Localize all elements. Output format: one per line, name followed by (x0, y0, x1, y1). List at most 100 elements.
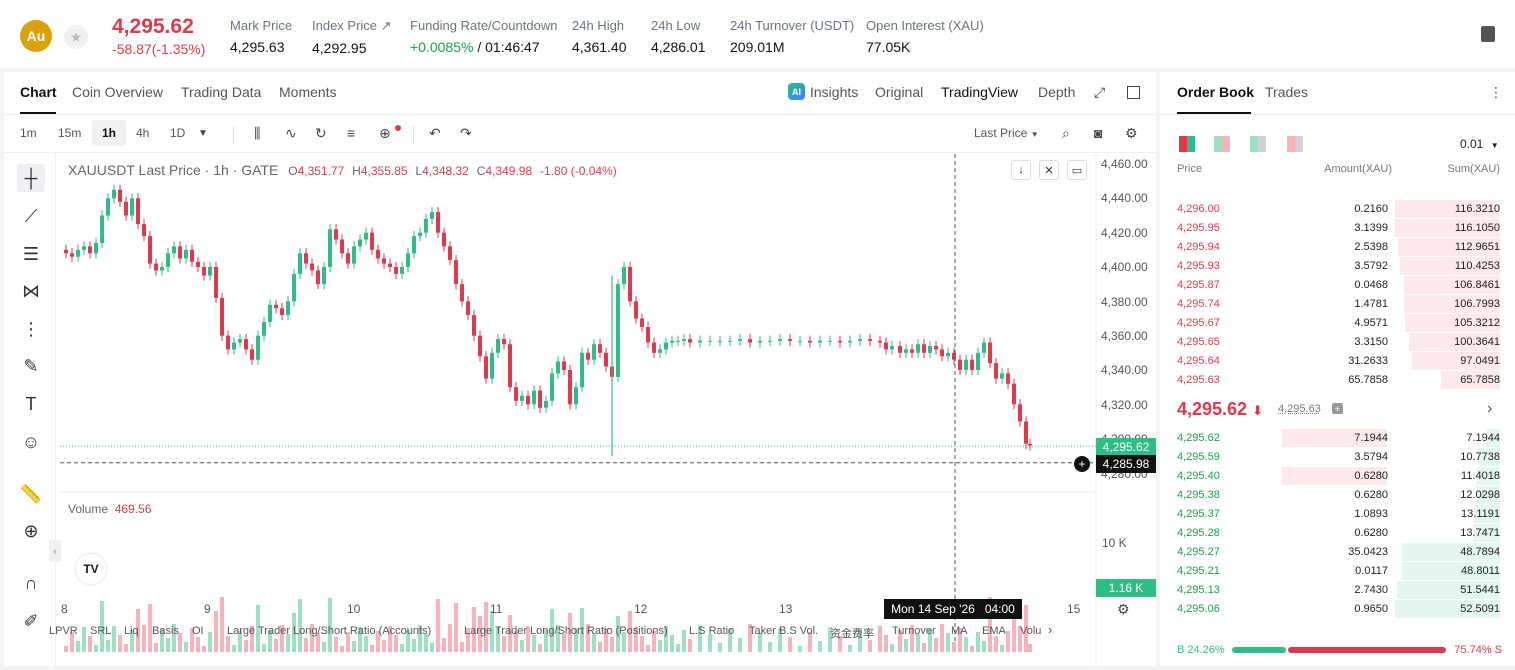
date-axis-label: 13 (779, 602, 793, 616)
crosshair-icon[interactable]: ┼ (17, 164, 45, 192)
indicator-tab[interactable]: SRL (90, 625, 112, 637)
maximize-icon[interactable]: ▭ (1067, 160, 1087, 180)
bid-amount: 0.6280 (1354, 489, 1388, 501)
tab-trading-data[interactable]: Trading Data (181, 84, 262, 100)
more-icon[interactable]: ⋮ (1489, 84, 1503, 100)
undo-icon[interactable]: ↶ (429, 125, 441, 141)
price-chart[interactable] (60, 154, 1154, 666)
bid-row[interactable]: 4,295.21 0.0117 48.8011 (1160, 562, 1515, 581)
ask-row[interactable]: 4,295.74 1.4781 106.7993 (1160, 295, 1515, 314)
indicator-tab[interactable]: Large Trader Long/Short Ratio (Accounts) (227, 625, 432, 637)
add-icon[interactable]: ⊕ (379, 125, 391, 141)
ask-row[interactable]: 4,295.63 65.7858 65.7858 (1160, 371, 1515, 390)
chevron-right-icon[interactable]: › (1487, 400, 1493, 417)
tab-insights[interactable]: Insights (810, 84, 859, 100)
tab-moments[interactable]: Moments (279, 84, 337, 100)
toolbar-divider (4, 152, 1156, 153)
magnet-icon[interactable]: ∩ (24, 572, 38, 593)
expand-icon[interactable]: ⤢ (1094, 84, 1106, 100)
trendline-icon[interactable]: ⟋ (24, 205, 38, 226)
timeframe-15m[interactable]: 15m (58, 126, 82, 140)
brush-icon[interactable]: ✎ (23, 355, 39, 376)
stat-index-price[interactable]: Index Price ↗ 4,292.95 (312, 18, 392, 56)
bid-amount: 7.1944 (1354, 432, 1388, 444)
timeframe-1h[interactable]: 1h (102, 126, 117, 140)
tick-size-select[interactable]: 0.01 ▼ (1460, 137, 1499, 151)
tab-order-book[interactable]: Order Book (1177, 84, 1255, 100)
bid-row[interactable]: 4,295.13 2.7430 51.5441 (1160, 581, 1515, 600)
add-alert-icon[interactable]: + (1074, 456, 1090, 472)
ruler-icon[interactable]: 📏 (19, 483, 43, 504)
window-icon[interactable] (1127, 86, 1140, 99)
indicator-tab[interactable]: OI (192, 625, 204, 637)
volume-tag: 1.16 K (1096, 579, 1156, 597)
collapse-toolbar-icon[interactable]: ‹ (49, 540, 61, 562)
ask-row[interactable]: 4,295.64 31.2633 97.0491 (1160, 352, 1515, 371)
ask-row[interactable]: 4,295.95 3.1399 116.1050 (1160, 219, 1515, 238)
redo-icon[interactable]: ↷ (460, 125, 472, 141)
text-icon[interactable]: T (25, 393, 37, 414)
ask-row[interactable]: 4,295.94 2.5398 112.9651 (1160, 238, 1515, 257)
bid-price: 4,295.59 (1177, 451, 1220, 463)
indicator-tab[interactable]: Turnover (892, 625, 936, 637)
bid-row[interactable]: 4,295.37 1.0893 13.1191 (1160, 505, 1515, 524)
bid-row[interactable]: 4,295.62 7.1944 7.1944 (1160, 429, 1515, 448)
view-alt-icon[interactable] (1287, 136, 1303, 152)
view-buy-icon[interactable] (1214, 136, 1230, 152)
indicators-icon[interactable]: ∿ (285, 125, 297, 141)
ask-row[interactable]: 4,296.00 0.2160 116.3210 (1160, 200, 1515, 219)
timeframe-1d[interactable]: 1D (170, 126, 186, 140)
templates-icon[interactable]: ≡ (347, 125, 356, 141)
timeframe-4h[interactable]: 4h (136, 126, 150, 140)
tab-depth[interactable]: Depth (1038, 84, 1076, 100)
tab-original[interactable]: Original (875, 84, 924, 100)
search-icon[interactable]: ⌕ (1062, 125, 1070, 141)
indicator-tab[interactable]: Liq (124, 625, 139, 637)
emoji-icon[interactable]: ☺ (21, 431, 41, 452)
gear-icon[interactable]: ⚙ (1125, 125, 1138, 141)
indicator-tab[interactable]: LPVR (49, 625, 78, 637)
indicator-tab[interactable]: L.S Ratio (689, 625, 735, 637)
bid-row[interactable]: 4,295.38 0.6280 12.0298 (1160, 486, 1515, 505)
view-both-icon[interactable] (1179, 136, 1195, 152)
axis-settings-icon[interactable]: ⚙ (1117, 601, 1130, 617)
candles-icon[interactable]: ⫼ (254, 125, 261, 141)
indicator-tab[interactable]: MA (951, 625, 968, 637)
camera-icon[interactable]: ◙ (1094, 125, 1103, 141)
arrow-down-icon[interactable]: ↓ (1011, 160, 1031, 180)
indicator-tab[interactable]: 资金费率 (830, 628, 874, 640)
ask-row[interactable]: 4,295.93 3.5792 110.4253 (1160, 257, 1515, 276)
pencil-icon[interactable]: ✐ (23, 610, 39, 631)
indicator-tab[interactable]: Large Trader Long/Short Ratio (Positions… (464, 625, 668, 637)
chevron-right-icon[interactable]: › (1048, 622, 1053, 637)
collapse-icon[interactable]: ✕ (1039, 160, 1059, 180)
pattern-icon[interactable]: ⋈ (22, 280, 40, 301)
ask-row[interactable]: 4,295.65 3.3150 100.3641 (1160, 333, 1515, 352)
compare-icon[interactable]: ↻ (315, 125, 327, 141)
zoom-icon[interactable]: ⊕ (23, 520, 39, 541)
fib-icon[interactable]: ☰ (22, 243, 40, 264)
timeframe-1m[interactable]: 1m (20, 126, 37, 140)
tab-trades[interactable]: Trades (1265, 84, 1309, 100)
prediction-icon[interactable]: ⋮ (22, 318, 40, 339)
indicator-tab[interactable]: Basis (152, 625, 179, 637)
bid-row[interactable]: 4,295.28 0.6280 13.7471 (1160, 524, 1515, 543)
favorite-star-icon[interactable]: ★ (64, 25, 88, 49)
tab-tradingview[interactable]: TradingView (941, 84, 1019, 100)
bid-row[interactable]: 4,295.06 0.9650 52.5091 (1160, 600, 1515, 619)
price-type-select[interactable]: Last Price ▼ (974, 126, 1039, 140)
ask-row[interactable]: 4,295.87 0.0468 106.8461 (1160, 276, 1515, 295)
bid-row[interactable]: 4,295.40 0.6280 11.4018 (1160, 467, 1515, 486)
book-icon[interactable] (1481, 26, 1495, 42)
bid-row[interactable]: 4,295.59 3.5794 10.7738 (1160, 448, 1515, 467)
tab-chart[interactable]: Chart (20, 84, 57, 100)
ai-insights-icon[interactable]: AI (788, 83, 805, 100)
indicator-tab[interactable]: Taker B.S Vol. (749, 625, 819, 637)
indicator-tab[interactable]: Volu (1020, 625, 1042, 637)
chevron-down-icon[interactable]: ▼ (198, 128, 208, 139)
ask-row[interactable]: 4,295.67 4.9571 105.3212 (1160, 314, 1515, 333)
indicator-tab[interactable]: EMA (982, 625, 1006, 637)
tab-coin-overview[interactable]: Coin Overview (72, 84, 164, 100)
view-sell-icon[interactable] (1250, 136, 1266, 152)
bid-row[interactable]: 4,295.27 35.0423 48.7894 (1160, 543, 1515, 562)
